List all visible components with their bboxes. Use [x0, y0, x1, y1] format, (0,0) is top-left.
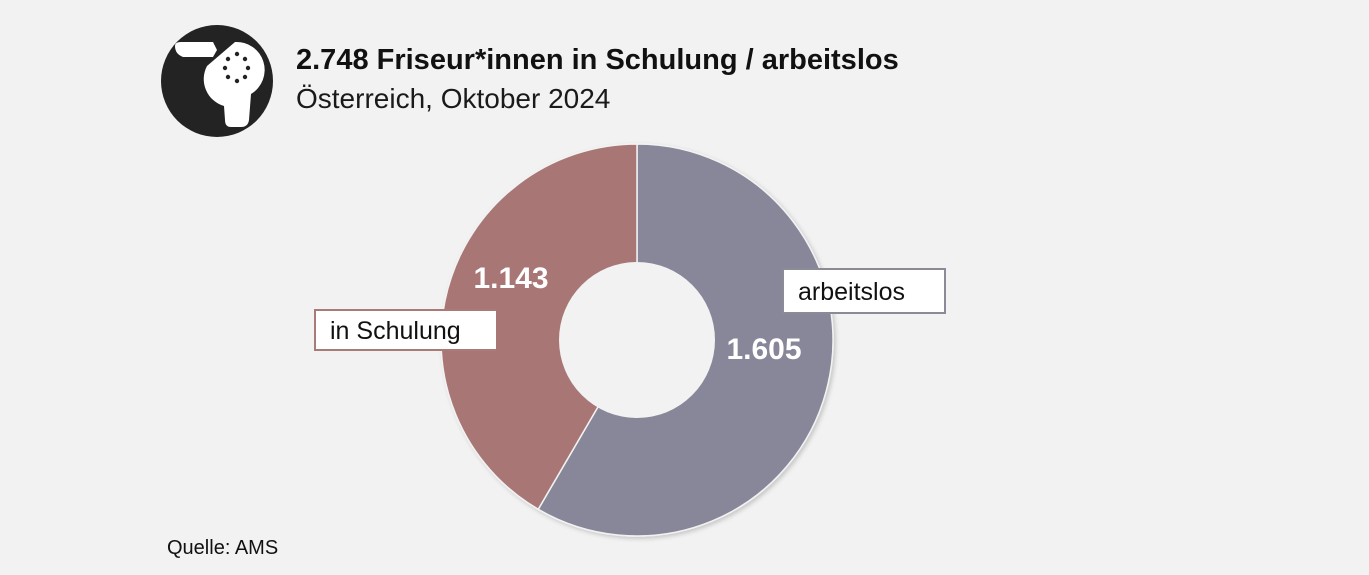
value-label-in-schulung: 1.143 [473, 262, 548, 295]
slice-in-schulung [440, 143, 638, 511]
source-note: Quelle: AMS [167, 537, 279, 559]
value-label-arbeitslos: 1.605 [726, 333, 801, 366]
callout-label-arbeitslos: arbeitslos [782, 268, 946, 314]
chart-title: 2.748 Friseur*innen in Schulung / arbeit… [296, 44, 899, 76]
hair-dryer-icon [161, 25, 273, 137]
chart-subtitle: Österreich, Oktober 2024 [296, 83, 611, 114]
callout-label-in-schulung: in Schulung [314, 309, 496, 351]
donut-hole [559, 262, 715, 418]
